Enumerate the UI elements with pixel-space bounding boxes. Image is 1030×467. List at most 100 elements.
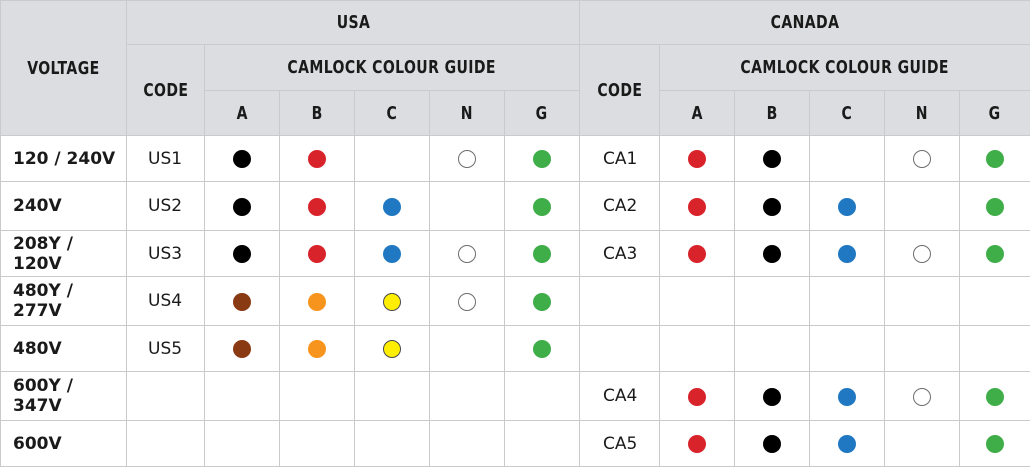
ca-phase-n-cell bbox=[885, 182, 960, 231]
ca-phase-c-cell bbox=[810, 326, 885, 372]
voltage-cell: 120 / 240V bbox=[1, 136, 127, 182]
us-code-cell: US4 bbox=[127, 277, 205, 326]
black-dot-icon bbox=[763, 435, 781, 453]
us-phase-g-cell bbox=[505, 136, 580, 182]
ca-phase-a-cell bbox=[660, 277, 735, 326]
ca-phase-b-cell bbox=[735, 231, 810, 277]
red-dot-icon bbox=[688, 388, 706, 406]
ca-phase-a-cell bbox=[660, 136, 735, 182]
us-phase-c-header: C bbox=[355, 91, 430, 136]
green-dot-icon bbox=[533, 293, 551, 311]
ca-phase-b-cell bbox=[735, 372, 810, 421]
yellow-dot-icon bbox=[383, 340, 401, 358]
us-phase-c-cell bbox=[355, 277, 430, 326]
ca-phase-n-cell bbox=[885, 231, 960, 277]
ca-phase-b-cell bbox=[735, 277, 810, 326]
voltage-cell: 240V bbox=[1, 182, 127, 231]
ca-phase-n-cell bbox=[885, 326, 960, 372]
ca-phase-g-cell bbox=[960, 136, 1030, 182]
us-phase-n-cell bbox=[430, 421, 505, 467]
us-phase-a-header: A bbox=[205, 91, 280, 136]
us-colour-guide-header: CAMLOCK COLOUR GUIDE bbox=[205, 45, 580, 91]
us-phase-a-cell bbox=[205, 372, 280, 421]
us-phase-b-header: B bbox=[280, 91, 355, 136]
voltage-cell: 208Y / 120V bbox=[1, 231, 127, 277]
ca-phase-c-cell bbox=[810, 231, 885, 277]
ca-phase-a-cell bbox=[660, 372, 735, 421]
us-phase-a-cell bbox=[205, 277, 280, 326]
ca-phase-g-cell bbox=[960, 421, 1030, 467]
us-phase-n-header: N bbox=[430, 91, 505, 136]
ca-code-cell: CA2 bbox=[580, 182, 660, 231]
us-phase-b-cell bbox=[280, 231, 355, 277]
ca-code-cell: CA3 bbox=[580, 231, 660, 277]
us-phase-c-cell bbox=[355, 326, 430, 372]
voltage-cell: 600Y / 347V bbox=[1, 372, 127, 421]
green-dot-icon bbox=[986, 150, 1004, 168]
red-dot-icon bbox=[688, 150, 706, 168]
white-dot-icon bbox=[458, 245, 476, 263]
blue-dot-icon bbox=[383, 198, 401, 216]
ca-code-cell bbox=[580, 326, 660, 372]
ca-phase-n-cell bbox=[885, 372, 960, 421]
ca-code-cell: CA4 bbox=[580, 372, 660, 421]
us-phase-a-cell bbox=[205, 136, 280, 182]
voltage-cell: 600V bbox=[1, 421, 127, 467]
us-phase-c-cell bbox=[355, 136, 430, 182]
us-phase-n-cell bbox=[430, 231, 505, 277]
us-code-cell: US1 bbox=[127, 136, 205, 182]
ca-phase-n-cell bbox=[885, 136, 960, 182]
blue-dot-icon bbox=[383, 245, 401, 263]
green-dot-icon bbox=[986, 198, 1004, 216]
blue-dot-icon bbox=[838, 245, 856, 263]
us-phase-n-cell bbox=[430, 136, 505, 182]
ca-phase-a-cell bbox=[660, 182, 735, 231]
black-dot-icon bbox=[763, 388, 781, 406]
ca-phase-c-cell bbox=[810, 421, 885, 467]
ca-phase-a-cell bbox=[660, 421, 735, 467]
red-dot-icon bbox=[688, 198, 706, 216]
us-code-header: CODE bbox=[127, 45, 205, 136]
brown-dot-icon bbox=[233, 293, 251, 311]
us-phase-a-cell bbox=[205, 182, 280, 231]
us-phase-a-cell bbox=[205, 326, 280, 372]
us-phase-b-cell bbox=[280, 136, 355, 182]
orange-dot-icon bbox=[308, 293, 326, 311]
us-phase-b-cell bbox=[280, 372, 355, 421]
table-row: 600Y / 347V CA4 bbox=[1, 372, 1030, 421]
ca-phase-c-cell bbox=[810, 277, 885, 326]
ca-code-cell: CA1 bbox=[580, 136, 660, 182]
us-phase-g-cell bbox=[505, 231, 580, 277]
ca-code-cell: CA5 bbox=[580, 421, 660, 467]
white-dot-icon bbox=[913, 245, 931, 263]
black-dot-icon bbox=[763, 245, 781, 263]
orange-dot-icon bbox=[308, 340, 326, 358]
us-phase-n-cell bbox=[430, 182, 505, 231]
ca-phase-c-header: C bbox=[810, 91, 885, 136]
ca-colour-guide-header: CAMLOCK COLOUR GUIDE bbox=[660, 45, 1030, 91]
voltage-cell: 480Y / 277V bbox=[1, 277, 127, 326]
us-phase-g-cell bbox=[505, 421, 580, 467]
us-phase-a-cell bbox=[205, 231, 280, 277]
us-phase-n-cell bbox=[430, 277, 505, 326]
red-dot-icon bbox=[688, 245, 706, 263]
ca-phase-b-cell bbox=[735, 326, 810, 372]
green-dot-icon bbox=[533, 198, 551, 216]
ca-phase-b-header: B bbox=[735, 91, 810, 136]
ca-phase-b-cell bbox=[735, 421, 810, 467]
voltage-cell: 480V bbox=[1, 326, 127, 372]
us-phase-b-cell bbox=[280, 182, 355, 231]
ca-phase-b-cell bbox=[735, 182, 810, 231]
us-code-cell bbox=[127, 421, 205, 467]
ca-phase-n-cell bbox=[885, 277, 960, 326]
red-dot-icon bbox=[308, 245, 326, 263]
us-phase-c-cell bbox=[355, 231, 430, 277]
ca-phase-n-header: N bbox=[885, 91, 960, 136]
us-phase-g-cell bbox=[505, 326, 580, 372]
us-phase-g-header: G bbox=[505, 91, 580, 136]
